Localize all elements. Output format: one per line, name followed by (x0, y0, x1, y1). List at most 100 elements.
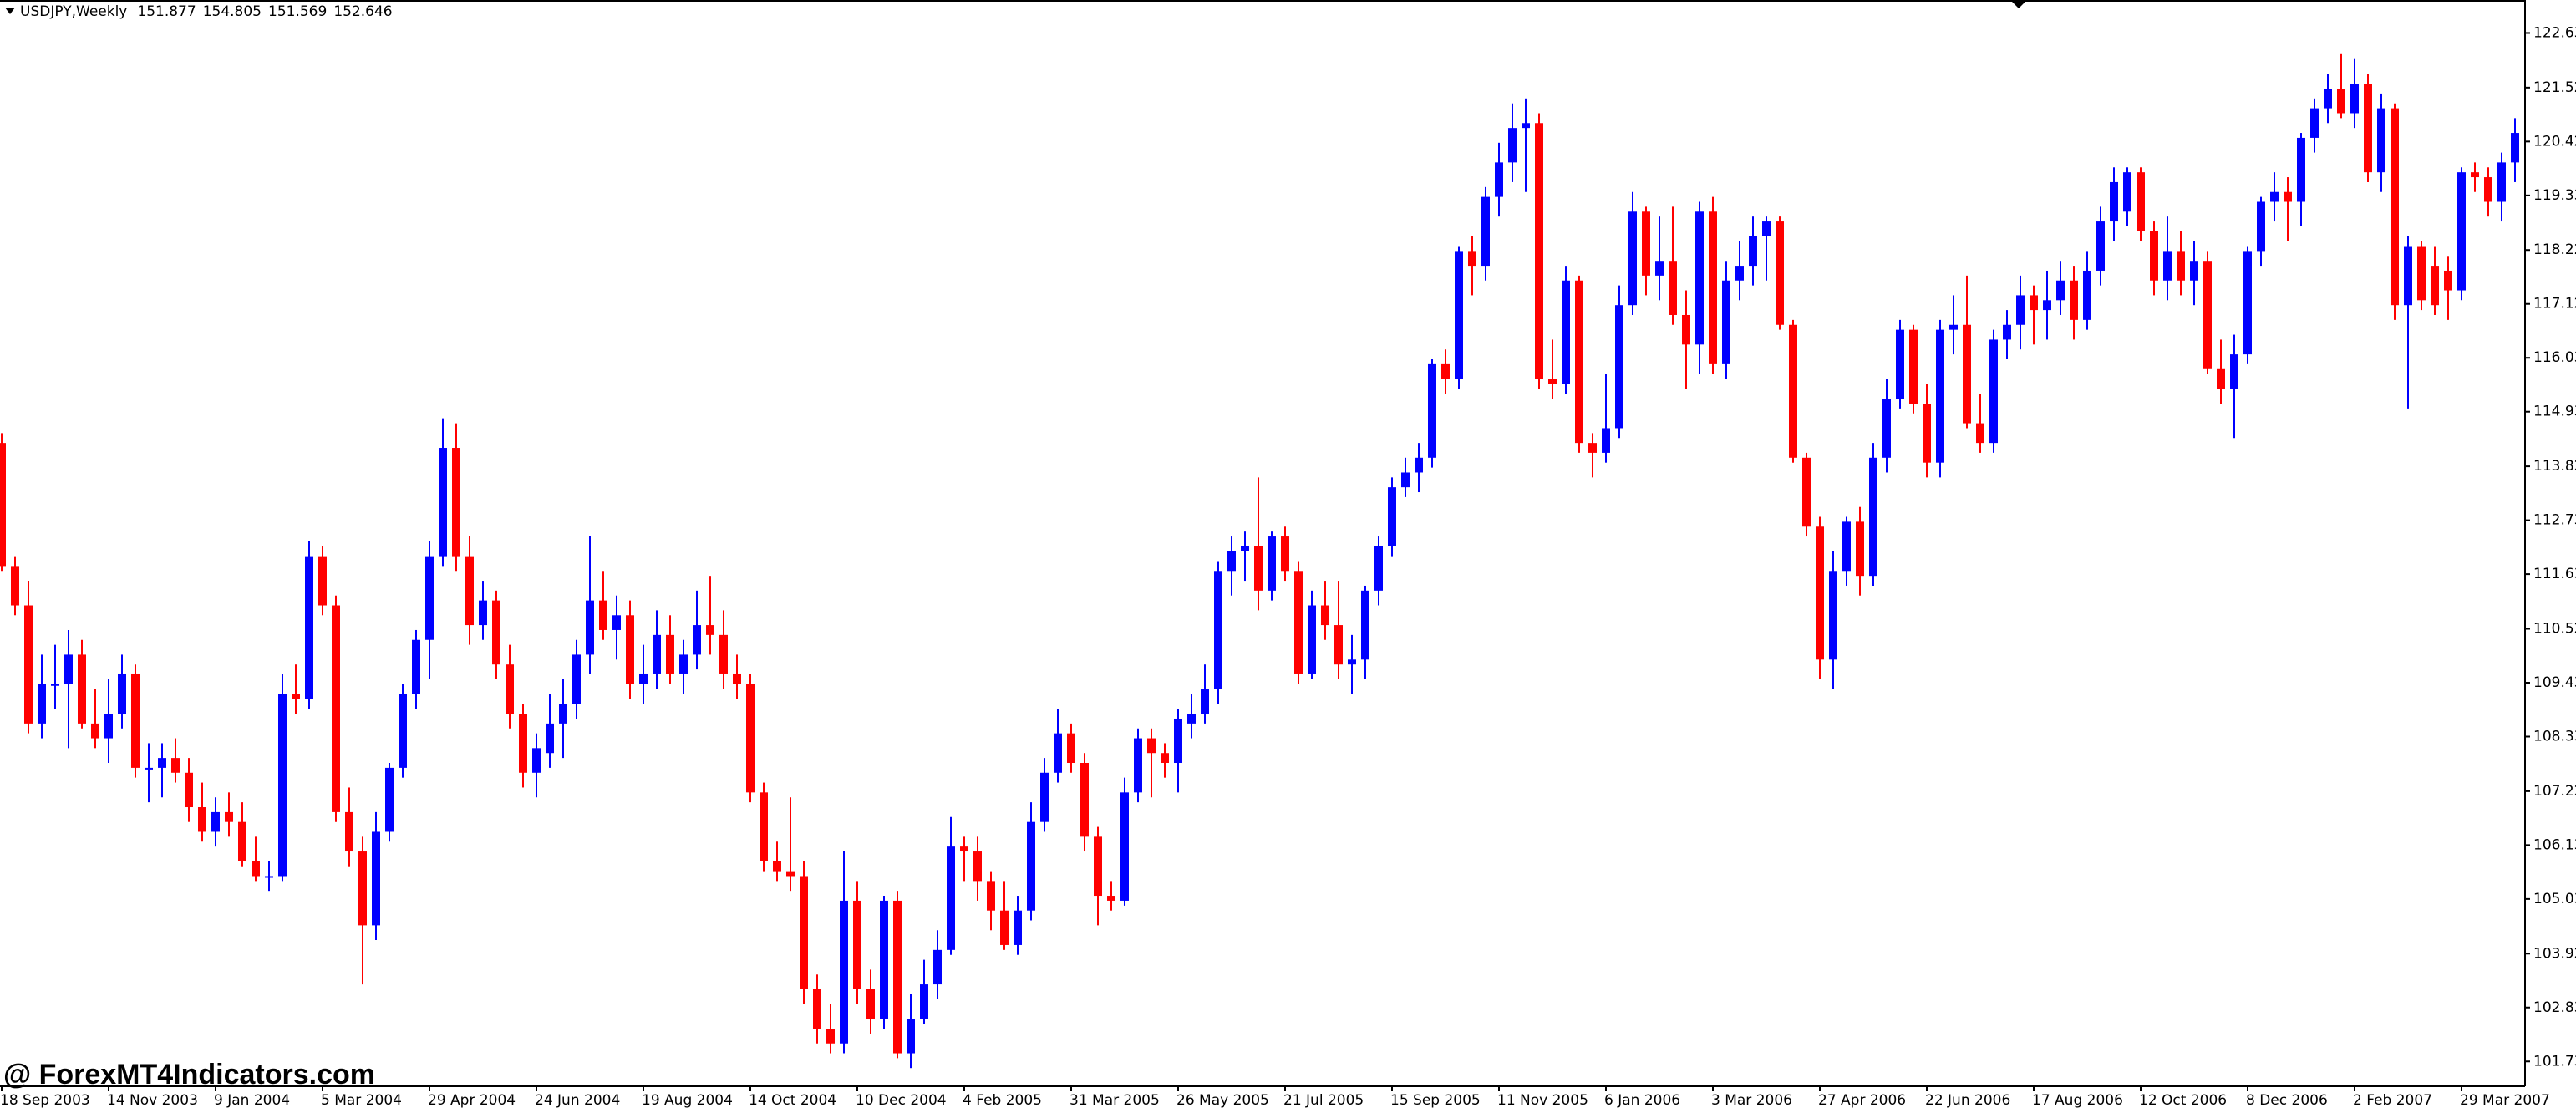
x-tick-label: 29 Apr 2004 (428, 1092, 516, 1108)
y-tick-label: 107.225 (2533, 783, 2576, 800)
candle-body (1334, 625, 1343, 665)
candle-body (2364, 84, 2372, 173)
candle-body (1869, 457, 1877, 577)
y-tick-label: 108.335 (2533, 728, 2576, 745)
candle-body (1321, 605, 1329, 626)
candle-body (2217, 368, 2225, 389)
candle-body (1508, 128, 1517, 163)
candle-body (1709, 211, 1717, 364)
candle-body (2070, 280, 2078, 320)
y-tick-label: 101.735 (2533, 1053, 2576, 1070)
candle-body (1348, 659, 1356, 665)
x-tick-label: 18 Sep 2003 (0, 1092, 90, 1108)
candle-body (372, 831, 380, 926)
candle-body (412, 639, 420, 694)
candle-body (572, 654, 581, 704)
candle-body (1762, 221, 1771, 236)
y-tick-label: 109.430 (2533, 674, 2576, 691)
candle-body (1615, 305, 1623, 429)
candle-body (1842, 521, 1851, 572)
candle-body (2297, 137, 2305, 202)
x-tick-label: 8 Dec 2006 (2246, 1092, 2328, 1108)
candle-body (38, 684, 46, 724)
candle-body (1722, 280, 1730, 364)
candle-body (866, 989, 875, 1019)
candle-body (1495, 162, 1503, 197)
candle-body (1802, 457, 1811, 527)
candle-body (559, 704, 567, 724)
candle-body (1776, 221, 1784, 325)
candle-body (2471, 172, 2479, 178)
x-tick-label: 14 Oct 2004 (749, 1092, 836, 1108)
candle-body (1669, 261, 1677, 315)
y-tick-label: 120.425 (2533, 133, 2576, 150)
y-tick-label: 113.825 (2533, 458, 2576, 475)
watermark: @ ForexMT4Indicators.com (3, 1059, 375, 1090)
x-tick-label: 5 Mar 2004 (321, 1092, 402, 1108)
candle-body (2324, 89, 2332, 109)
y-tick-label: 112.730 (2533, 512, 2576, 529)
candle-body (425, 556, 434, 640)
candle-body (1227, 551, 1236, 572)
candle-body (2203, 261, 2212, 369)
candle-body (1535, 123, 1543, 379)
candle-body (2150, 231, 2158, 281)
candle-body (746, 684, 755, 793)
candle-body (1562, 280, 1570, 384)
candle-body (171, 758, 180, 773)
candle-body (479, 600, 487, 626)
candle-body (2417, 246, 2426, 301)
candle-body (211, 811, 220, 832)
candle-body (1856, 521, 1864, 577)
candle-body (2337, 89, 2345, 114)
candle-body (800, 876, 808, 989)
x-tick-label: 2 Feb 2007 (2353, 1092, 2432, 1108)
candle-body (318, 556, 327, 606)
candle-body (1401, 472, 1410, 488)
candle-body (265, 876, 273, 878)
candle-body (1374, 546, 1383, 591)
candle-body (880, 900, 888, 1019)
x-tick-label: 26 May 2005 (1176, 1092, 1269, 1108)
candle-body (104, 714, 113, 739)
candle-body (358, 851, 367, 926)
candle-body (1909, 329, 1918, 404)
candle-body (2497, 162, 2506, 202)
y-tick-label: 117.125 (2533, 296, 2576, 313)
x-tick-label: 27 Apr 2006 (1818, 1092, 1906, 1108)
candle-body (1014, 910, 1022, 945)
y-tick-label: 105.035 (2533, 891, 2576, 907)
header-high: 154.805 (203, 3, 262, 20)
header-open: 151.877 (137, 3, 196, 20)
candle-body (2083, 270, 2091, 320)
candle-body (679, 654, 688, 674)
candle-body (492, 600, 500, 665)
candle-body (1949, 324, 1958, 330)
candle-body (1481, 196, 1490, 267)
candle-body (1134, 738, 1142, 793)
candle-body (2137, 172, 2145, 231)
candle-body (639, 673, 648, 684)
candle-body (2230, 354, 2238, 389)
candle-body (693, 625, 701, 655)
candle-body (2444, 270, 2452, 291)
candle-body (1829, 571, 1837, 660)
symbol-menu-arrow[interactable] (5, 8, 15, 14)
candle-body (158, 758, 166, 768)
header-close: 152.646 (333, 3, 392, 20)
x-tick-label: 11 Nov 2005 (1497, 1092, 1588, 1108)
candle-body (2030, 295, 2038, 311)
x-tick-label: 21 Jul 2005 (1283, 1092, 1364, 1108)
candle-body (131, 673, 140, 768)
y-tick-label: 102.830 (2533, 999, 2576, 1016)
candle-body (1027, 821, 1035, 911)
candle-body (1241, 546, 1249, 551)
candle-body (465, 556, 474, 626)
candle-body (292, 694, 300, 699)
candle-body (1896, 329, 1904, 399)
candle-body (1963, 324, 1971, 424)
candle-body (1789, 324, 1797, 458)
x-tick-label: 4 Feb 2005 (963, 1092, 1042, 1108)
